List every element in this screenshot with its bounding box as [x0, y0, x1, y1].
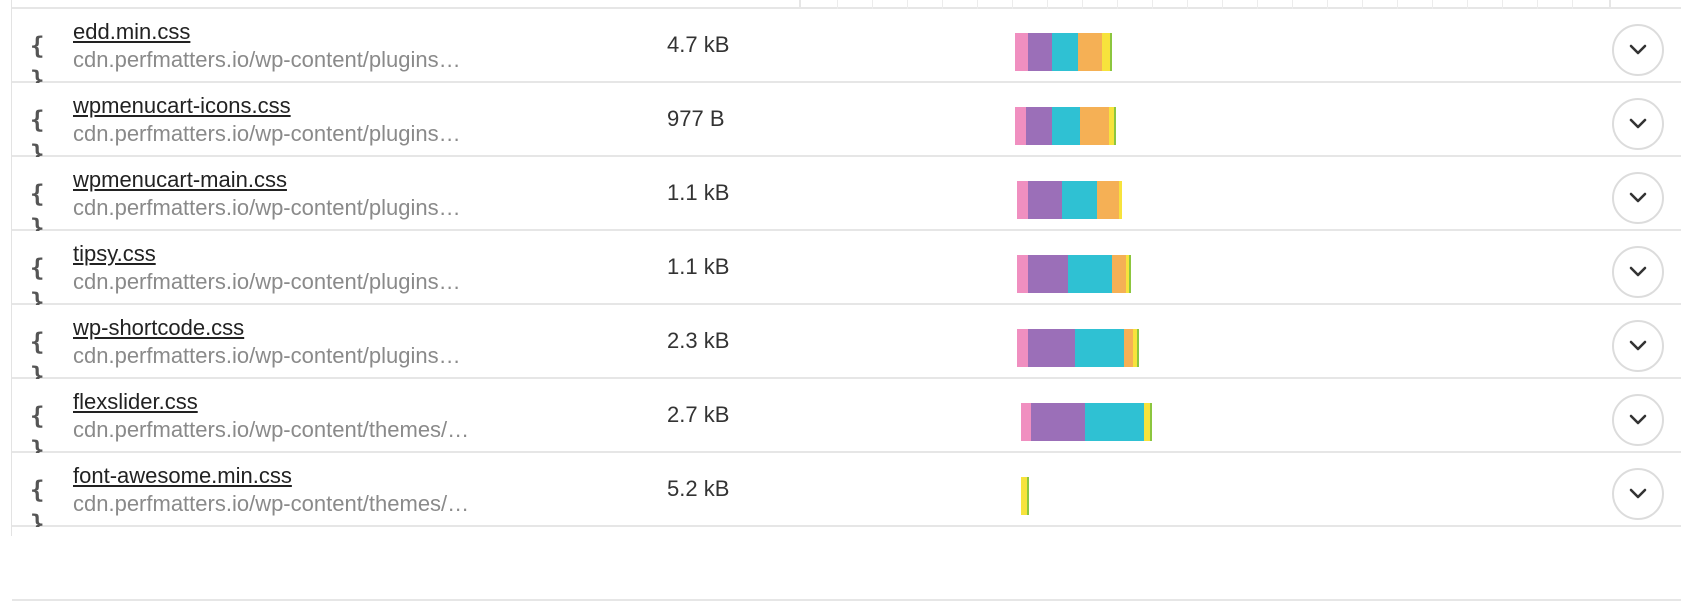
file-size: 1.1 kB [667, 180, 730, 205]
expand-row-button[interactable] [1612, 24, 1664, 76]
timing-segment-connect [1028, 181, 1062, 219]
timing-bar [1015, 33, 1112, 71]
expand-row-button[interactable] [1612, 172, 1664, 224]
timing-segment-connect [1031, 403, 1085, 441]
expand-row-button[interactable] [1612, 98, 1664, 150]
table-row[interactable]: { } edd.min.css cdn.perfmatters.io/wp-co… [12, 9, 1681, 94]
timing-segment-wait [1080, 107, 1109, 145]
timing-segment-wait [1124, 329, 1133, 367]
timing-segment-tail [1110, 33, 1112, 71]
timing-segment-wait [1097, 181, 1119, 219]
timing-segment-dns [1017, 329, 1028, 367]
css-file-icon: { } [30, 254, 46, 316]
file-name-link[interactable]: edd.min.css [73, 19, 191, 44]
timing-segment-tail [1114, 107, 1116, 145]
file-size: 4.7 kB [667, 32, 730, 57]
timing-bar [1017, 181, 1122, 219]
timing-segment-dns [1017, 181, 1028, 219]
table-row-partial [12, 0, 1681, 9]
timing-segment-dns [1021, 403, 1031, 441]
file-name-link[interactable]: flexslider.css [73, 389, 198, 414]
timing-segment-receive [1119, 181, 1122, 219]
file-size: 2.3 kB [667, 328, 730, 353]
timing-segment-wait [1112, 255, 1126, 293]
chevron-down-icon [1629, 44, 1647, 55]
timing-segment-connect [1028, 255, 1068, 293]
expand-row-button[interactable] [1612, 320, 1664, 372]
table-row[interactable]: { } wp-shortcode.css cdn.perfmatters.io/… [12, 305, 1681, 390]
chevron-down-icon [1629, 192, 1647, 203]
table-row[interactable]: { } wpmenucart-main.css cdn.perfmatters.… [12, 157, 1681, 242]
timing-segment-receive [1144, 403, 1150, 441]
timing-segment-connect [1028, 329, 1075, 367]
chevron-down-icon [1629, 266, 1647, 277]
timing-segment-ssl [1052, 33, 1078, 71]
timing-segment-ssl [1085, 403, 1144, 441]
file-url: cdn.perfmatters.io/wp-content/themes/… [73, 491, 470, 516]
timing-segment-receive [1021, 477, 1027, 515]
timing-segment-wait [1078, 33, 1102, 71]
timing-segment-dns [1017, 255, 1028, 293]
timing-segment-ssl [1062, 181, 1097, 219]
css-file-icon: { } [30, 32, 46, 94]
css-file-icon: { } [30, 106, 46, 168]
timing-segment-dns [1015, 107, 1026, 145]
css-file-icon: { } [30, 328, 46, 390]
file-url: cdn.perfmatters.io/wp-content/plugins… [73, 195, 461, 220]
file-name-link[interactable]: font-awesome.min.css [73, 463, 292, 488]
file-size: 1.1 kB [667, 254, 730, 279]
timing-segment-connect [1028, 33, 1052, 71]
chevron-down-icon [1629, 118, 1647, 129]
file-name-link[interactable]: wpmenucart-main.css [73, 167, 287, 192]
timing-segment-ssl [1052, 107, 1080, 145]
table-row[interactable]: { } tipsy.css cdn.perfmatters.io/wp-cont… [12, 231, 1681, 316]
table-row[interactable]: { } wpmenucart-icons.css cdn.perfmatters… [12, 83, 1681, 168]
file-name-link[interactable]: wpmenucart-icons.css [73, 93, 291, 118]
file-url: cdn.perfmatters.io/wp-content/plugins… [73, 121, 461, 146]
timing-bar [1021, 403, 1152, 441]
file-name-link[interactable]: wp-shortcode.css [73, 315, 245, 340]
timing-bar [1017, 329, 1139, 367]
timing-segment-connect [1026, 107, 1052, 145]
expand-row-button[interactable] [1612, 394, 1664, 446]
timing-bar [1021, 477, 1029, 515]
timing-segment-tail [1129, 255, 1131, 293]
network-requests-table: { } edd.min.css cdn.perfmatters.io/wp-co… [11, 0, 1681, 601]
css-file-icon: { } [30, 402, 46, 464]
chevron-down-icon [1629, 340, 1647, 351]
chevron-down-icon [1629, 414, 1647, 425]
table-row[interactable]: { } flexslider.css cdn.perfmatters.io/wp… [12, 379, 1681, 464]
file-url: cdn.perfmatters.io/wp-content/plugins… [73, 269, 461, 294]
timing-bar [1017, 255, 1131, 293]
expand-row-button[interactable] [1612, 246, 1664, 298]
timing-segment-receive [1102, 33, 1110, 71]
file-size: 5.2 kB [667, 476, 730, 501]
file-size: 977 B [667, 106, 725, 131]
css-file-icon: { } [30, 476, 46, 538]
css-file-icon: { } [30, 180, 46, 242]
timing-bar [1015, 107, 1116, 145]
timing-segment-tail [1150, 403, 1152, 441]
file-name-link[interactable]: tipsy.css [73, 241, 156, 266]
expand-row-button[interactable] [1612, 468, 1664, 520]
table-row[interactable]: { } font-awesome.min.css cdn.perfmatters… [12, 453, 1681, 538]
timing-segment-ssl [1068, 255, 1112, 293]
table-row-partial [12, 527, 1681, 601]
timing-segment-tail [1137, 329, 1139, 367]
file-url: cdn.perfmatters.io/wp-content/plugins… [73, 343, 461, 368]
file-size: 2.7 kB [667, 402, 730, 427]
timing-segment-tail [1027, 477, 1029, 515]
timing-segment-dns [1015, 33, 1028, 71]
chevron-down-icon [1629, 488, 1647, 499]
timing-segment-ssl [1075, 329, 1124, 367]
file-url: cdn.perfmatters.io/wp-content/plugins… [73, 47, 461, 72]
timing-segment-receive [1109, 107, 1114, 145]
file-url: cdn.perfmatters.io/wp-content/themes/… [73, 417, 470, 442]
timing-segment-receive [1126, 255, 1129, 293]
timing-segment-receive [1133, 329, 1137, 367]
